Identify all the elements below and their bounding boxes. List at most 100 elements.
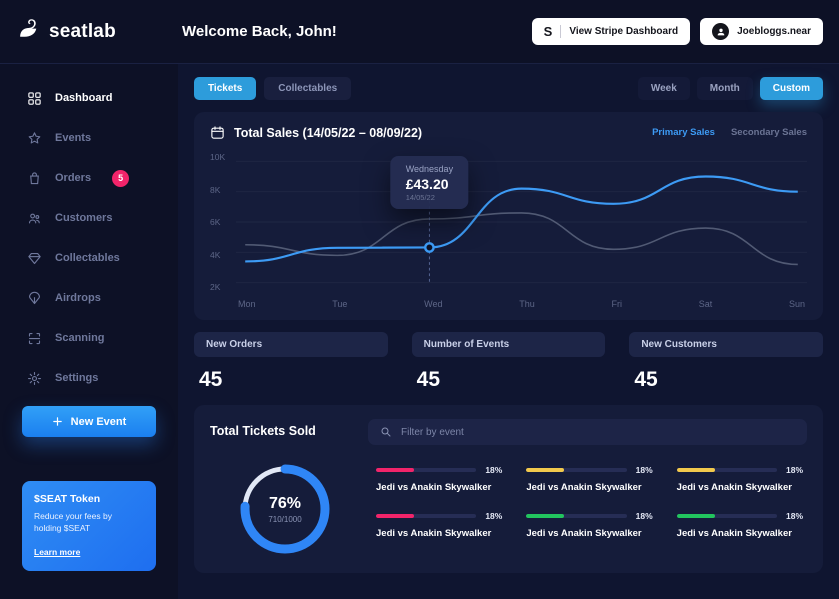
x-tick: Wed (424, 299, 443, 309)
stats-row: New Orders 45 Number of Events 45 New Cu… (194, 332, 823, 392)
progress-bar (526, 514, 627, 518)
event-percent: 18% (635, 511, 653, 521)
sidebar-item-events[interactable]: Events (0, 118, 178, 158)
progress-bar (526, 468, 627, 472)
event-filter[interactable] (368, 419, 807, 445)
events-grid: 18% Jedi vs Anakin Skywalker 18% Jedi vs… (368, 465, 807, 559)
sidebar-item-label: Events (55, 132, 92, 144)
stat-value: 45 (416, 368, 441, 391)
sidebar-item-dashboard[interactable]: Dashboard (0, 78, 178, 118)
diamond-icon (28, 252, 41, 264)
event-name: Jedi vs Anakin Skywalker (376, 482, 492, 493)
y-tick: 10K (210, 152, 226, 162)
range-week-button[interactable]: Week (637, 77, 690, 100)
total-tickets-sold-card: Total Tickets Sold 76% 710/1000 18% Je (194, 405, 823, 573)
x-tick: Mon (238, 299, 256, 309)
sidebar-item-airdrops[interactable]: Airdrops (0, 278, 178, 318)
event-percent: 18% (485, 511, 503, 521)
sidebar-item-label: Collectables (55, 252, 120, 264)
x-tick: Sun (788, 299, 805, 309)
tooltip-value: £43.20 (405, 176, 449, 192)
progress-bar (376, 468, 477, 472)
event-name: Jedi vs Anakin Skywalker (676, 528, 792, 539)
plus-icon (52, 417, 62, 426)
view-stripe-dashboard-button[interactable]: S View Stripe Dashboard (531, 18, 691, 45)
parachute-icon (28, 291, 41, 304)
stripe-button-label: View Stripe Dashboard (569, 26, 679, 37)
legend-secondary-sales[interactable]: Secondary Sales (730, 127, 807, 138)
learn-more-link[interactable]: Learn more (34, 546, 81, 557)
seat-token-card: $SEAT Token Reduce your fees by holding … (22, 481, 156, 571)
tab-tickets[interactable]: Tickets (194, 77, 257, 100)
search-icon (381, 427, 391, 437)
sidebar-item-orders[interactable]: Orders 5 (0, 158, 178, 198)
range-month-button[interactable]: Month (696, 77, 753, 100)
topbar: seatlab Welcome Back, John! S View Strip… (0, 0, 839, 64)
users-icon (28, 213, 40, 223)
event-progress-item: 18% Jedi vs Anakin Skywalker (676, 511, 803, 539)
sidebar-item-label: Airdrops (55, 292, 101, 304)
gear-icon (28, 371, 41, 385)
sidebar-item-collectables[interactable]: Collectables (0, 238, 178, 278)
orders-badge: 5 (112, 169, 130, 187)
seat-card-body: Reduce your fees by holding $SEAT (34, 511, 112, 533)
event-percent: 18% (785, 465, 803, 475)
calendar-icon (211, 126, 224, 139)
dashboard-icon (28, 91, 41, 105)
stat-label: New Customers (629, 332, 823, 357)
tooltip-day: Wednesday (405, 164, 454, 174)
account-button[interactable]: Joebloggs.near (700, 18, 823, 45)
x-tick: Thu (519, 299, 535, 309)
stat-new-orders: New Orders 45 (194, 332, 388, 392)
stat-value: 45 (199, 368, 223, 391)
donut-progress (240, 464, 330, 554)
progress-bar (676, 468, 777, 472)
sidebar: Dashboard Events Orders 5 Customers Coll… (0, 64, 178, 599)
person-icon (717, 28, 724, 35)
sidebar-item-settings[interactable]: Settings (0, 358, 178, 398)
progress-bar (376, 514, 477, 518)
stat-number-of-events: Number of Events 45 (411, 332, 606, 392)
y-tick: 6K (210, 217, 221, 227)
star-icon (28, 131, 41, 143)
sidebar-item-scanning[interactable]: Scanning (0, 318, 178, 358)
sidebar-item-customers[interactable]: Customers (0, 198, 178, 238)
sidebar-item-label: Dashboard (55, 92, 113, 104)
main-content: Tickets Collectables Week Month Custom T… (178, 64, 839, 599)
range-custom-button[interactable]: Custom (759, 77, 823, 100)
tickets-donut: 76% 710/1000 (235, 459, 335, 559)
stat-label: Number of Events (411, 332, 606, 357)
event-progress-item: 18% Jedi vs Anakin Skywalker (376, 465, 502, 493)
donut-svg (240, 464, 330, 554)
range-selector: Week Month Custom (637, 77, 823, 100)
legend-primary-sales[interactable]: Primary Sales (652, 127, 715, 138)
y-tick: 4K (210, 249, 221, 260)
event-progress-item: 18% Jedi vs Anakin Skywalker (526, 465, 653, 493)
event-name: Jedi vs Anakin Skywalker (526, 528, 642, 539)
event-percent: 18% (635, 465, 653, 475)
brand-logo[interactable]: seatlab (16, 17, 178, 47)
event-filter-input[interactable] (401, 426, 795, 438)
progress-bar (676, 514, 777, 518)
sidebar-item-label: Settings (55, 372, 99, 384)
new-event-button[interactable]: New Event (22, 406, 156, 437)
event-name: Jedi vs Anakin Skywalker (676, 482, 792, 493)
event-name: Jedi vs Anakin Skywalker (376, 528, 492, 539)
event-progress-item: 18% Jedi vs Anakin Skywalker (526, 511, 653, 539)
welcome-heading: Welcome Back, John! (182, 23, 337, 40)
event-percent: 18% (785, 511, 803, 521)
swan-icon (16, 17, 41, 47)
stripe-logo: S (543, 24, 553, 39)
x-tick: Tue (332, 299, 348, 309)
y-tick: 2K (210, 282, 221, 292)
event-progress-item: 18% Jedi vs Anakin Skywalker (376, 511, 502, 539)
sales-card-header: Total Sales (14/05/22 – 08/09/22) Primar… (210, 125, 807, 140)
sales-plot[interactable]: Wednesday £43.20 14/05/22 (236, 152, 807, 292)
button-divider (560, 25, 562, 38)
x-axis-labels: Mon Tue Wed Thu Fri Sat Sun (238, 299, 805, 309)
donut-percentage: 76% (268, 494, 302, 512)
stat-value: 45 (634, 368, 658, 391)
total-sales-card: Total Sales (14/05/22 – 08/09/22) Primar… (194, 112, 823, 320)
donut-center: 76% 710/1000 (235, 459, 335, 559)
tab-collectables[interactable]: Collectables (264, 77, 352, 100)
